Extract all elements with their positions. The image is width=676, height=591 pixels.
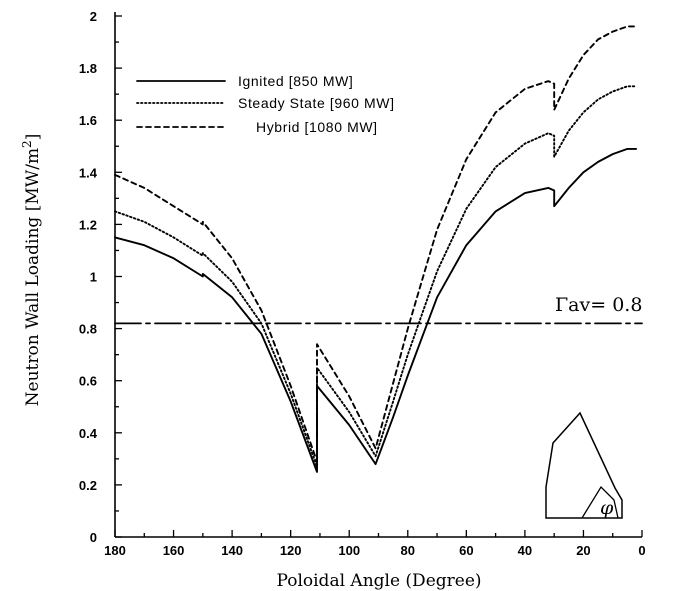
x-tick-label-9: 0 xyxy=(638,543,645,558)
legend-item-steady-state: Steady State [960 MW] xyxy=(136,95,395,111)
y-tick-label-6: 1.2 xyxy=(79,217,97,232)
y-tick-label-3: 0.6 xyxy=(79,374,97,389)
x-tick-label-5: 80 xyxy=(401,543,415,558)
x-tick-label-7: 40 xyxy=(518,543,532,558)
legend-item-ignited: Ignited [850 MW] xyxy=(136,73,353,89)
y-axis-title-end: ] xyxy=(23,134,43,141)
legend-label-ignited: Ignited [850 MW] xyxy=(238,73,353,89)
y-axis-title: Neutron Wall Loading [MW/m2] xyxy=(20,134,43,407)
x-tick-label-6: 60 xyxy=(459,543,473,558)
y-axis-title-superscript: 2 xyxy=(20,140,34,148)
x-tick-label-1: 160 xyxy=(163,543,185,558)
angle-symbol-phi: φ xyxy=(600,497,614,519)
average-annotation: Γav= 0.8 xyxy=(555,294,642,316)
y-tick-label-1: 0.2 xyxy=(79,478,97,493)
x-tick-label-0: 180 xyxy=(104,543,126,558)
y-tick-label-7: 1.4 xyxy=(79,165,98,180)
series-line-dashed xyxy=(114,25,638,463)
y-axis-title-main: Neutron Wall Loading [MW/m xyxy=(23,148,43,406)
legend: Ignited [850 MW] Steady State [960 MW] H… xyxy=(136,73,395,135)
series-line-dotted xyxy=(114,85,638,468)
cross-section-inset: φ xyxy=(545,411,623,519)
y-tick-label-10: 2 xyxy=(90,9,97,24)
axes xyxy=(114,12,642,538)
x-axis-title: Poloidal Angle (Degree) xyxy=(276,571,481,591)
y-tick-label-0: 0 xyxy=(90,530,97,545)
y-tick-label-9: 1.8 xyxy=(79,61,97,76)
x-tick-label-8: 20 xyxy=(576,543,590,558)
x-tick-label-4: 100 xyxy=(338,543,360,558)
y-tick-label-2: 0.4 xyxy=(79,426,98,441)
y-axis-ticks: 0 0.2 0.4 0.6 0.8 1 1.2 1.4 1.6 1.8 2 xyxy=(79,9,122,545)
x-tick-label-3: 120 xyxy=(280,543,302,558)
legend-label-steady-state: Steady State [960 MW] xyxy=(238,95,395,111)
y-tick-label-5: 1 xyxy=(90,270,97,285)
legend-label-hybrid: Hybrid [1080 MW] xyxy=(256,119,378,135)
y-tick-label-8: 1.6 xyxy=(79,113,97,128)
angle-marker xyxy=(581,485,619,519)
x-tick-label-2: 140 xyxy=(221,543,243,558)
legend-item-hybrid: Hybrid [1080 MW] xyxy=(136,119,378,135)
plasma-cross-section-outline xyxy=(545,411,623,519)
series-line-solid xyxy=(114,147,638,473)
y-tick-label-4: 0.8 xyxy=(79,322,97,337)
x-axis-ticks: 180 160 140 120 100 80 60 40 20 0 xyxy=(104,530,646,558)
series-lines xyxy=(114,25,638,473)
